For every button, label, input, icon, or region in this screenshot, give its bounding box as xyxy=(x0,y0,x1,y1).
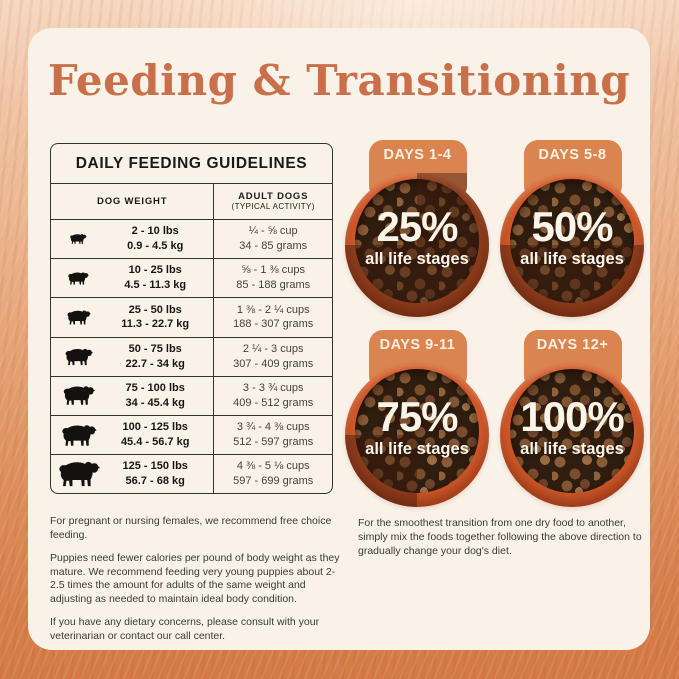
weight-lbs: 10 - 25 lbs xyxy=(128,264,182,277)
amount-grams: 597 - 699 grams xyxy=(233,475,314,488)
weight-lbs: 2 - 10 lbs xyxy=(131,225,179,238)
life-stages-label: all life stages xyxy=(520,439,624,458)
amount-cups: 1 ⅜ - 2 ¼ cups xyxy=(236,303,310,316)
amount-cups: 2 ¼ - 3 cups xyxy=(242,342,304,355)
col-header-line1: ADULT DOGS xyxy=(238,190,309,202)
col-header-line2: (TYPICAL ACTIVITY) xyxy=(231,202,315,212)
portion-shade xyxy=(500,173,644,317)
weight-kg: 11.3 - 22.7 kg xyxy=(121,318,190,331)
amount-cups: ⅝ - 1 ⅜ cups xyxy=(241,264,305,277)
transition-grid: DAYS 1-4 25% all life stages DAYS 5-8 50… xyxy=(345,140,645,507)
amount-grams: 512 - 597 grams xyxy=(233,436,314,449)
portion-shade xyxy=(345,173,489,317)
transition-stage: DAYS 9-11 75% all life stages xyxy=(345,330,490,507)
amount-grams: 307 - 409 grams xyxy=(233,357,314,370)
amount-cups: 3 ¾ - 4 ⅜ cups xyxy=(236,421,310,434)
note-pregnant-nursing: For pregnant or nursing females, we reco… xyxy=(50,515,332,541)
dog-silhouette-icon xyxy=(51,384,105,407)
weight-lbs: 25 - 50 lbs xyxy=(128,303,182,316)
feeding-guidelines-table: DAILY FEEDING GUIDELINES DOG WEIGHT ADUL… xyxy=(50,143,333,495)
weight-kg: 45.4 - 56.7 kg xyxy=(120,436,190,449)
page-title: Feeding & Transitioning xyxy=(47,56,631,105)
amount-cups: 3 - 3 ¾ cups xyxy=(242,382,304,394)
life-stages-label: all life stages xyxy=(365,439,469,458)
weight-kg: 56.7 - 68 kg xyxy=(125,475,185,488)
col-header-dog-weight: DOG WEIGHT xyxy=(51,184,215,219)
weight-kg: 0.9 - 4.5 kg xyxy=(127,240,184,253)
table-row: 50 - 75 lbs 22.7 - 34 kg 2 ¼ - 3 cups 30… xyxy=(51,337,332,377)
days-label: DAYS 1-4 xyxy=(383,147,452,163)
table-row: 125 - 150 lbs 56.7 - 68 kg 4 ⅜ - 5 ⅛ cup… xyxy=(51,455,332,494)
percent-label: 50% xyxy=(531,202,613,250)
table-row: 100 - 125 lbs 45.4 - 56.7 kg 3 ¾ - 4 ⅜ c… xyxy=(51,415,332,456)
weight-kg: 34 - 45.4 kg xyxy=(125,396,185,409)
kibble-texture xyxy=(510,369,634,494)
weight-lbs: 75 - 100 lbs xyxy=(125,382,185,394)
table-row: 25 - 50 lbs 11.3 - 22.7 kg 1 ⅜ - 2 ¼ cup… xyxy=(51,298,332,338)
note-transition: For the smoothest transition from one dr… xyxy=(358,517,642,557)
kibble-bowl: 100% all life stages xyxy=(500,363,644,507)
kibble-bowl: 25% all life stages xyxy=(345,173,489,317)
amount-grams: 34 - 85 grams xyxy=(239,240,308,253)
life-stages-label: all life stages xyxy=(365,249,469,268)
dog-silhouette-icon xyxy=(51,233,105,245)
note-puppies: Puppies need fewer calories per pound of… xyxy=(50,551,340,606)
kibble-texture xyxy=(355,179,479,304)
dog-silhouette-icon xyxy=(51,271,105,286)
amount-grams: 188 - 307 grams xyxy=(233,318,314,331)
table-row: 2 - 10 lbs 0.9 - 4.5 kg ¼ - ⅝ cup 34 - 8… xyxy=(51,220,332,260)
col-header-adult-dogs: ADULT DOGS (TYPICAL ACTIVITY) xyxy=(214,184,332,219)
weight-lbs: 125 - 150 lbs xyxy=(122,460,188,473)
kibble-texture xyxy=(510,179,634,304)
amount-grams: 409 - 512 grams xyxy=(233,396,314,409)
transition-notes: For the smoothest transition from one dr… xyxy=(358,517,650,568)
transition-stage: DAYS 12+ 100% all life stages xyxy=(500,330,645,507)
infographic-card: Feeding & Transitioning DAILY FEEDING GU… xyxy=(28,28,650,650)
table-body: 2 - 10 lbs 0.9 - 4.5 kg ¼ - ⅝ cup 34 - 8… xyxy=(51,220,332,494)
portion-shade xyxy=(345,363,489,507)
life-stages-label: all life stages xyxy=(520,249,624,268)
amount-grams: 85 - 188 grams xyxy=(236,279,311,292)
table-title: DAILY FEEDING GUIDELINES xyxy=(51,144,332,184)
dog-silhouette-icon xyxy=(51,309,105,326)
percent-label: 25% xyxy=(376,202,458,250)
table-row: 10 - 25 lbs 4.5 - 11.3 kg ⅝ - 1 ⅜ cups 8… xyxy=(51,259,332,299)
percent-label: 75% xyxy=(376,392,458,440)
weight-kg: 22.7 - 34 kg xyxy=(125,357,185,370)
kibble-bowl: 75% all life stages xyxy=(345,363,489,507)
percent-label: 100% xyxy=(520,392,624,440)
transition-stage: DAYS 5-8 50% all life stages xyxy=(500,140,645,317)
weight-kg: 4.5 - 11.3 kg xyxy=(124,279,187,292)
kibble-texture xyxy=(355,369,479,494)
weight-lbs: 50 - 75 lbs xyxy=(128,342,182,355)
amount-cups: ¼ - ⅝ cup xyxy=(248,225,298,238)
feeding-notes: For pregnant or nursing females, we reco… xyxy=(50,515,346,653)
dog-silhouette-icon xyxy=(51,347,105,367)
table-row: 75 - 100 lbs 34 - 45.4 kg 3 - 3 ¾ cups 4… xyxy=(51,376,332,416)
dog-silhouette-icon xyxy=(51,423,105,448)
transition-stage: DAYS 1-4 25% all life stages xyxy=(345,140,490,317)
days-label: DAYS 9-11 xyxy=(379,337,456,353)
dog-silhouette-icon xyxy=(51,459,105,489)
kibble-bowl: 50% all life stages xyxy=(500,173,644,317)
days-label: DAYS 12+ xyxy=(536,337,609,353)
amount-cups: 4 ⅜ - 5 ⅛ cups xyxy=(236,460,310,473)
weight-lbs: 100 - 125 lbs xyxy=(122,421,188,434)
days-label: DAYS 5-8 xyxy=(538,147,607,163)
note-dietary-concerns: If you have any dietary concerns, please… xyxy=(50,616,320,643)
table-header-row: DOG WEIGHT ADULT DOGS (TYPICAL ACTIVITY) xyxy=(51,184,332,220)
